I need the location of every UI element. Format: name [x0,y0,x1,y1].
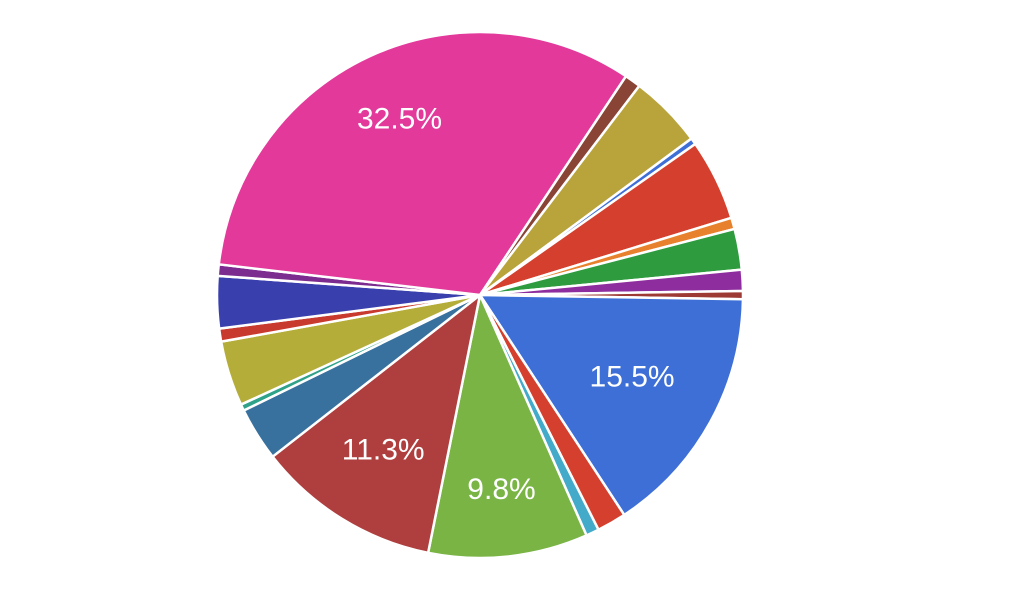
pie-slice-13[interactable] [271,293,482,555]
pie-slice-9[interactable] [478,293,745,517]
pie-slice-20[interactable] [217,30,628,297]
